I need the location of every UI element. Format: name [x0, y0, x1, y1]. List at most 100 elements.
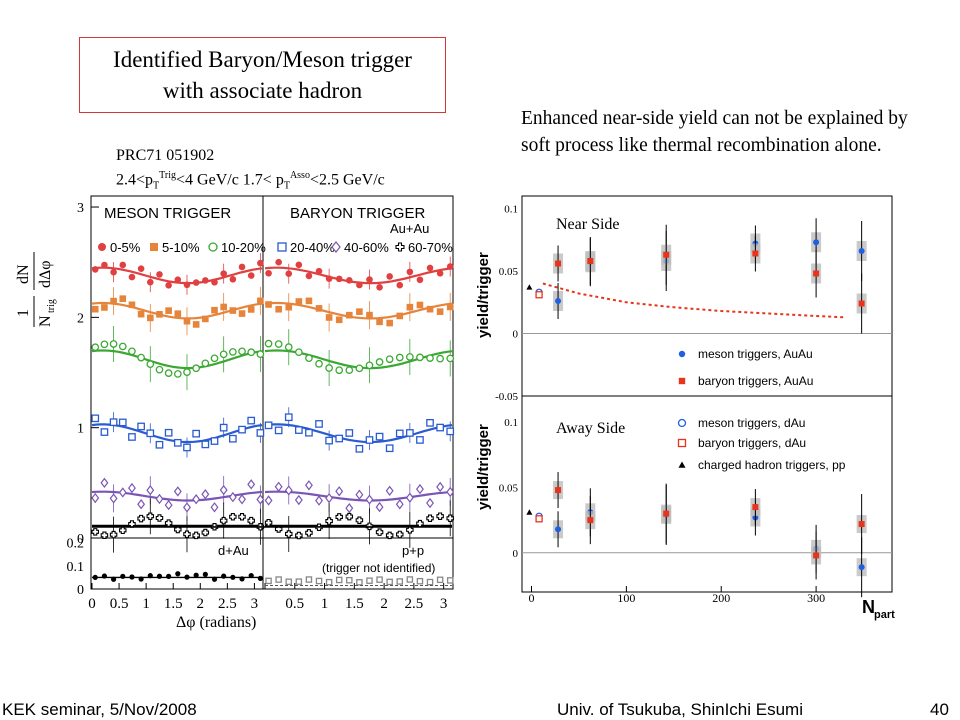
cut-post: <2.5 GeV/c: [309, 171, 385, 189]
data-point-60-70%: [155, 514, 164, 522]
data-point-10-20%: [305, 354, 313, 363]
dau-point: [120, 573, 126, 579]
data-point-10-20%: [335, 366, 344, 375]
data-point-10-20%: [426, 354, 434, 362]
data-point-0-5%: [165, 282, 172, 289]
data-point-40-60%: [210, 502, 219, 513]
data-point-60-70%: [335, 513, 343, 521]
data-point-5-10%: [295, 298, 303, 305]
data-point-40-60%: [415, 483, 424, 495]
data-point-20-40%: [284, 413, 293, 422]
data-point-5-10%: [356, 308, 363, 315]
data-point-40-60%: [256, 494, 265, 505]
data-point-40-60%: [164, 499, 173, 511]
data-point-0-5%: [386, 273, 393, 280]
data-point-0-5%: [346, 276, 353, 284]
pp-point: [295, 578, 303, 585]
point-baryon_AuAu: [555, 260, 562, 267]
data-point-10-20%: [315, 359, 323, 368]
data-point-10-20%: [284, 343, 293, 351]
data-point-0-5%: [436, 270, 444, 277]
data-point-5-10%: [101, 304, 108, 311]
legend-label-0: meson triggers, AuAu: [698, 347, 813, 361]
cut-sup1: Trig: [159, 170, 177, 181]
data-point-5-10%: [247, 306, 255, 313]
data-point-0-5%: [416, 276, 424, 284]
data-point-40-60%: [173, 486, 182, 497]
data-point-40-60%: [304, 480, 313, 491]
data-point-40-60%: [345, 502, 354, 514]
dau-point: [221, 573, 227, 579]
data-point-60-70%: [183, 530, 191, 538]
point-baryon_AuAu: [858, 300, 865, 307]
data-point-5-10%: [119, 295, 127, 302]
dau-point: [248, 572, 254, 579]
y-title-trig: trig: [46, 299, 57, 313]
away-y-tick-label: 0.05: [499, 482, 519, 494]
data-point-40-60%: [238, 494, 246, 505]
dau-point: [202, 571, 208, 577]
slide-title-box: Identified Baryon/Meson trigger with ass…: [79, 37, 446, 113]
data-point-0-5%: [192, 279, 200, 286]
data-point-10-20%: [238, 347, 246, 356]
x-tick-label-right: 2: [380, 596, 388, 612]
legend-label-5-10%: 5-10%: [162, 240, 200, 255]
data-point-0-5%: [220, 270, 227, 277]
data-point-20-40%: [210, 437, 219, 445]
data-point-10-20%: [137, 353, 145, 362]
point-baryon_AuAu: [663, 510, 670, 517]
data-point-10-20%: [416, 353, 424, 362]
data-point-60-70%: [355, 516, 364, 525]
data-point-10-20%: [128, 347, 136, 356]
data-point-5-10%: [325, 314, 333, 321]
y-tick-label-top: 3: [77, 201, 84, 216]
data-point-10-20%: [219, 350, 228, 359]
meson-trigger-label: MESON TRIGGER: [104, 205, 231, 222]
legend-label-1: baryon triggers, AuAu: [698, 374, 813, 388]
data-point-20-40%: [164, 428, 173, 437]
data-point-5-10%: [257, 297, 264, 305]
pp-point: [376, 576, 383, 583]
right-ticks: 0 100 200 300 -0.05 0 0.05 0.1 0 0.05 0.1: [495, 204, 892, 605]
legend-label-3: baryon triggers, dAu: [698, 436, 806, 450]
data-point-20-40%: [426, 418, 434, 427]
data-point-10-20%: [155, 365, 164, 374]
data-point-0-5%: [119, 261, 127, 269]
data-point-20-40%: [146, 429, 155, 438]
data-point-60-70%: [201, 528, 210, 537]
y-title-dn: dN: [15, 264, 32, 284]
data-point-60-70%: [109, 530, 118, 539]
data-point-60-70%: [305, 529, 313, 537]
legend-marker-0-5%: [98, 243, 106, 251]
x-tick-label-right: 1.5: [345, 596, 364, 612]
data-point-5-10%: [416, 301, 424, 309]
data-point-40-60%: [355, 489, 364, 500]
data-point-20-40%: [247, 416, 256, 425]
near-y-tick-label: -0.05: [495, 391, 518, 403]
point-meson_AuAu: [555, 526, 562, 533]
data-point-60-70%: [137, 514, 145, 523]
page-number: 40: [930, 700, 949, 719]
data-point-0-5%: [396, 281, 404, 289]
data-point-0-5%: [146, 278, 154, 286]
data-point-0-5%: [110, 268, 117, 276]
data-point-40-60%: [247, 479, 256, 490]
data-point-20-40%: [416, 436, 424, 444]
data-point-20-40%: [192, 429, 201, 438]
data-point-60-70%: [219, 516, 228, 525]
dau-point: [92, 574, 98, 581]
data-point-20-40%: [294, 426, 303, 434]
data-point-60-70%: [375, 528, 384, 536]
data-point-20-40%: [229, 434, 237, 443]
near-side-label: Near Side: [556, 216, 620, 233]
data-point-5-10%: [305, 297, 313, 305]
data-point-20-40%: [238, 425, 246, 434]
data-point-20-40%: [137, 422, 145, 431]
point-baryon_AuAu: [663, 251, 670, 258]
data-point-20-40%: [446, 427, 455, 436]
x-tick-label-right: 0.5: [285, 596, 304, 612]
data-point-20-40%: [395, 429, 404, 438]
data-point-20-40%: [173, 438, 182, 447]
data-point-40-60%: [228, 491, 237, 503]
data-point-40-60%: [127, 482, 136, 494]
